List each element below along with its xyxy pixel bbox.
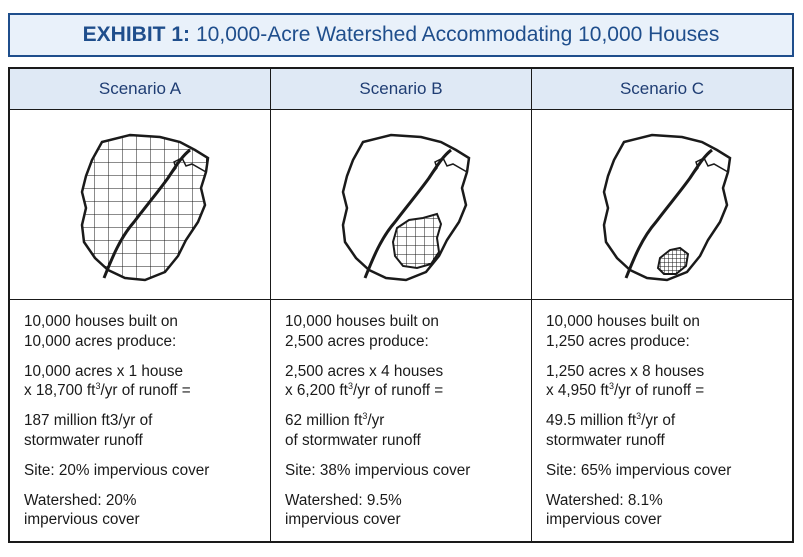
- scenario-a-houses-text: 10,000 houses built on 10,000 acres prod…: [24, 313, 178, 350]
- scenario-c-heading: Scenario C: [532, 69, 792, 109]
- scenario-a-watershed-map: [10, 110, 270, 299]
- scenario-a-details: 10,000 houses built on 10,000 acres prod…: [10, 300, 270, 541]
- scenario-a-heading: Scenario A: [10, 69, 270, 109]
- scenario-table: Scenario A Scenario B Scenario C: [8, 67, 794, 543]
- scenario-b-houses-text: 10,000 houses built on 2,500 acres produ…: [285, 313, 439, 350]
- scenario-c-calculation: 1,250 acres x 8 houses x 4,950 ft3/yr of…: [546, 362, 705, 400]
- exhibit-title-banner: EXHIBIT 1: 10,000-Acre Watershed Accommo…: [8, 13, 794, 57]
- column-divider: [270, 69, 271, 541]
- scenario-b-calculation: 2,500 acres x 4 houses x 6,200 ft3/yr of…: [285, 362, 444, 400]
- scenario-a-watershed-cover: Watershed: 20% impervious cover: [24, 491, 140, 529]
- scenario-b-details: 10,000 houses built on 2,500 acres produ…: [271, 300, 531, 541]
- scenario-b-site-cover: Site: 38% impervious cover: [285, 461, 471, 479]
- scenario-a-calculation: 10,000 acres x 1 house x 18,700 ft3/yr o…: [24, 362, 191, 400]
- scenario-c-watershed-cover: Watershed: 8.1% impervious cover: [546, 491, 663, 529]
- scenario-c-site-cover: Site: 65% impervious cover: [546, 461, 732, 479]
- scenario-c-houses-text: 10,000 houses built on 1,250 acres produ…: [546, 313, 700, 350]
- exhibit-label: EXHIBIT 1:: [82, 23, 190, 46]
- scenario-c-details: 10,000 houses built on 1,250 acres produ…: [532, 300, 792, 541]
- exhibit-title: 10,000-Acre Watershed Accommodating 10,0…: [196, 23, 720, 46]
- scenario-a-runoff-total: 187 million ft3/yr of stormwater runoff: [24, 412, 153, 449]
- scenario-b-heading: Scenario B: [271, 69, 531, 109]
- row-divider: [10, 299, 792, 300]
- scenario-a-site-cover: Site: 20% impervious cover: [24, 461, 210, 479]
- row-divider: [10, 109, 792, 110]
- scenario-b-watershed-cover: Watershed: 9.5% impervious cover: [285, 491, 402, 529]
- scenario-c-watershed-map: [532, 110, 792, 299]
- scenario-c-runoff-total: 49.5 million ft3/yr of stormwater runoff: [546, 411, 676, 449]
- column-divider: [531, 69, 532, 541]
- scenario-b-watershed-map: [271, 110, 531, 299]
- scenario-b-runoff-total: 62 million ft3/yr of stormwater runoff: [285, 411, 421, 449]
